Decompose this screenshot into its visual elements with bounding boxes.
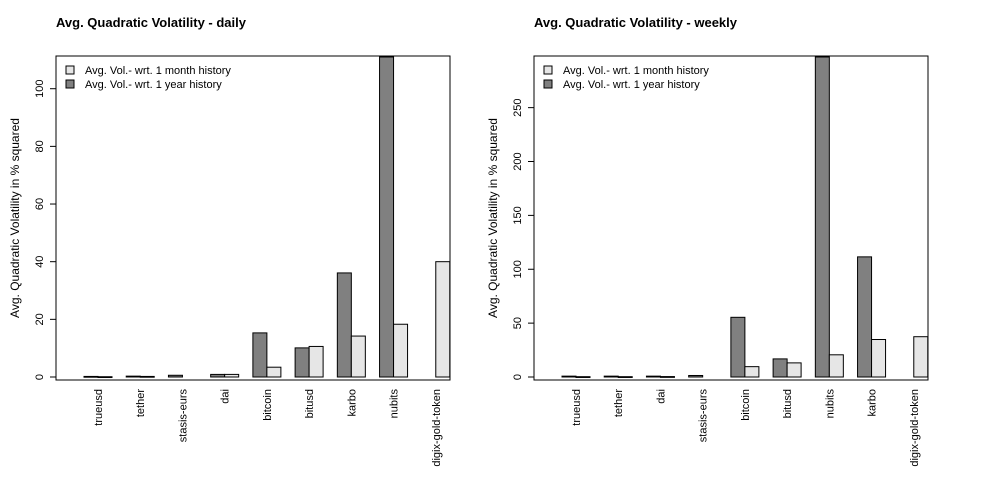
x-tick-label: tether bbox=[135, 389, 147, 417]
x-tick-label: stasis-eurs bbox=[698, 389, 710, 443]
y-tick-label: 0 bbox=[34, 374, 46, 380]
bar-trueusd-month bbox=[575, 376, 591, 378]
legend-swatch bbox=[65, 79, 75, 89]
x-tick-label: dai bbox=[655, 389, 667, 404]
y-tick-label: 20 bbox=[34, 313, 46, 325]
bar-trueusd-year bbox=[561, 375, 577, 378]
x-tick-label: bitusd bbox=[782, 389, 794, 418]
y-tick-label: 250 bbox=[512, 98, 524, 116]
bar-trueusd-month bbox=[97, 376, 113, 379]
y-tick-label: 100 bbox=[34, 80, 46, 98]
x-tick-label: tether bbox=[613, 389, 625, 417]
bar-tether-year bbox=[603, 375, 619, 378]
bar-nubits-year bbox=[814, 56, 830, 378]
bar-nubits-month bbox=[828, 354, 844, 378]
bar-karbo-year bbox=[857, 256, 873, 378]
legend-entry: Avg. Vol.- wrt. 1 year history bbox=[563, 79, 700, 91]
chart-title: Avg. Quadratic Volatility - weekly bbox=[534, 15, 738, 30]
x-tick-label: digix-gold-token bbox=[909, 389, 921, 467]
bar-karbo-month bbox=[350, 335, 366, 378]
x-tick-label: karbo bbox=[346, 389, 358, 417]
y-axis-label: Avg. Quadratic Volatility in % squared bbox=[8, 118, 22, 318]
x-tick-label: trueusd bbox=[571, 389, 583, 426]
bar-dai-year bbox=[645, 375, 661, 378]
bar-karbo-month bbox=[871, 339, 887, 378]
y-tick-label: 150 bbox=[512, 206, 524, 224]
bar-trueusd-year bbox=[83, 375, 99, 378]
legend-swatch bbox=[543, 65, 553, 75]
bar-dai-year bbox=[210, 373, 226, 378]
y-tick-label: 60 bbox=[34, 198, 46, 210]
bar-bitcoin-month bbox=[266, 366, 282, 378]
bar-dai-month bbox=[659, 376, 675, 378]
bar-dai-month bbox=[224, 373, 240, 378]
x-tick-label: karbo bbox=[867, 389, 879, 417]
bar-nubits-year bbox=[379, 56, 395, 378]
chart-title: Avg. Quadratic Volatility - daily bbox=[56, 15, 247, 30]
chart-panel-1: Avg. Quadratic Volatility - daily Avg. Qu… bbox=[8, 15, 451, 467]
y-tick-label: 100 bbox=[512, 260, 524, 278]
x-tick-label: bitusd bbox=[304, 389, 316, 418]
y-tick-label: 80 bbox=[34, 140, 46, 152]
bar-bitcoin-year bbox=[730, 316, 746, 378]
legend-entry: Avg. Vol.- wrt. 1 month history bbox=[563, 65, 709, 77]
x-tick-label: trueusd bbox=[93, 389, 105, 426]
x-tick-label: nubits bbox=[824, 389, 836, 419]
bar-tether-year bbox=[125, 375, 141, 378]
y-tick-label: 50 bbox=[512, 317, 524, 329]
x-tick-label: stasis-eurs bbox=[177, 389, 189, 443]
bar-stasis-eurs-year bbox=[167, 374, 183, 378]
bar-stasis-eurs-year bbox=[688, 374, 704, 378]
x-tick-label: bitcoin bbox=[740, 389, 752, 421]
x-tick-label: digix-gold-token bbox=[431, 389, 443, 467]
bar-bitusd-year bbox=[772, 358, 788, 378]
legend-entry: Avg. Vol.- wrt. 1 month history bbox=[85, 65, 231, 77]
bar-bitcoin-year bbox=[252, 332, 268, 378]
bar-tether-month bbox=[139, 375, 155, 378]
bar-nubits-month bbox=[393, 323, 409, 378]
y-tick-label: 200 bbox=[512, 152, 524, 170]
x-tick-label: bitcoin bbox=[262, 389, 274, 421]
bar-karbo-year bbox=[336, 272, 352, 378]
x-tick-label: dai bbox=[220, 389, 232, 404]
x-tick-label: nubits bbox=[389, 389, 401, 419]
y-tick-label: 0 bbox=[512, 374, 524, 380]
chart-panel-2: Avg. Quadratic Volatility - weekly Avg. Q… bbox=[486, 15, 929, 467]
bar-digix-gold-token-month bbox=[435, 261, 451, 378]
legend-swatch bbox=[543, 79, 553, 89]
y-axis-label: Avg. Quadratic Volatility in % squared bbox=[486, 118, 500, 318]
bar-bitusd-year bbox=[294, 347, 310, 378]
legend-entry: Avg. Vol.- wrt. 1 year history bbox=[85, 79, 222, 91]
bar-digix-gold-token-month bbox=[913, 336, 929, 378]
bar-bitcoin-month bbox=[744, 366, 760, 378]
y-tick-label: 40 bbox=[34, 256, 46, 268]
bar-bitusd-month bbox=[308, 345, 324, 378]
bar-bitusd-month bbox=[786, 362, 802, 378]
legend-swatch bbox=[65, 65, 75, 75]
bar-tether-month bbox=[617, 376, 633, 378]
